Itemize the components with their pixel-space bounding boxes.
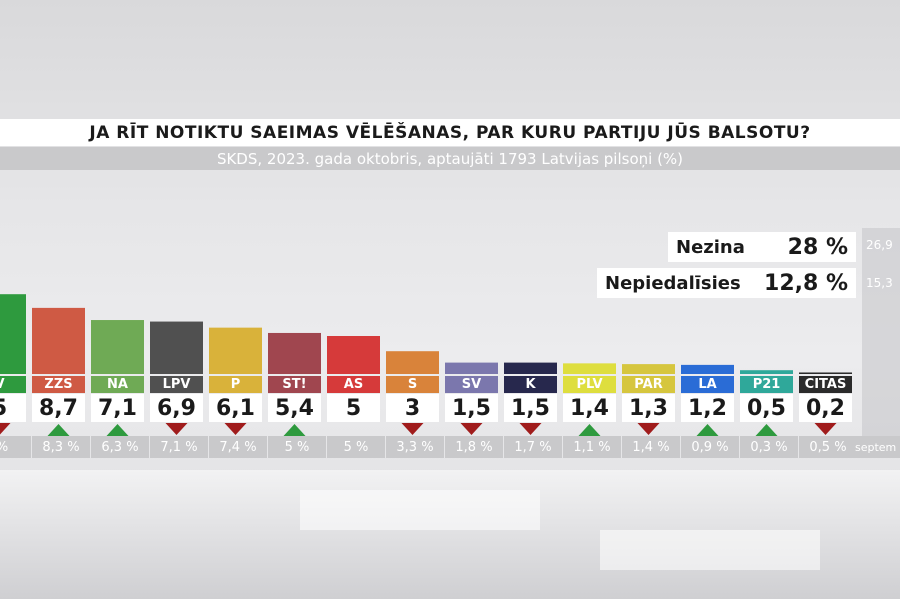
trend-up-icon	[47, 424, 70, 436]
trend-up-icon	[578, 424, 601, 436]
previous-value: 0,5 %	[799, 436, 857, 458]
bar-lpv	[150, 321, 203, 374]
previous-value: 1,7 %	[504, 436, 562, 458]
bar-zzs	[32, 307, 85, 374]
previous-period-label: septem	[852, 436, 900, 458]
bar-na	[91, 320, 144, 374]
trend-down-icon	[401, 423, 424, 435]
nezina-box: Nezina 28 %	[668, 232, 856, 262]
chart-title: JA RĪT NOTIKTU SAEIMAS VĒLĒŠANAS, PAR KU…	[89, 122, 811, 143]
nezina-label: Nezina	[676, 236, 745, 258]
bar-label: ST!	[268, 376, 321, 393]
bar-label: LPV	[150, 376, 203, 393]
bar-p21	[740, 370, 793, 374]
bar-sv	[445, 362, 498, 374]
bar-value-label: 1,4	[563, 394, 616, 422]
bar-label: LA	[681, 376, 734, 393]
side-previous-panel	[862, 228, 900, 458]
previous-value: 5 %	[327, 436, 385, 458]
bar-label: ZZS	[32, 376, 85, 393]
bar-label: SV	[445, 376, 498, 393]
bar-value-label: 8,7	[32, 394, 85, 422]
bar-value-label: 1,2	[681, 394, 734, 422]
trend-up-icon	[283, 424, 306, 436]
previous-value: 7,4 %	[209, 436, 267, 458]
bar-value-label: 5	[327, 394, 380, 422]
bar-value-label: 6,1	[209, 394, 262, 422]
bar-value-label: 5,4	[268, 394, 321, 422]
nepiedalisies-box: Nepiedalīsies 12,8 %	[597, 268, 856, 298]
title-bar: JA RĪT NOTIKTU SAEIMAS VĒLĒŠANAS, PAR KU…	[0, 119, 900, 146]
trend-down-icon	[460, 423, 483, 435]
trend-up-icon	[106, 424, 129, 436]
bar-label: V	[0, 376, 26, 393]
bar-citas	[799, 372, 852, 374]
previous-value: 8,3 %	[32, 436, 90, 458]
previous-value: 1,1 %	[563, 436, 621, 458]
trend-down-icon	[519, 423, 542, 435]
nezina-value: 28 %	[787, 234, 848, 260]
previous-value: 1,4 %	[622, 436, 680, 458]
trend-up-icon	[696, 424, 719, 436]
bar-value-label: 0,5	[740, 394, 793, 422]
bar-value-label: 7,1	[91, 394, 144, 422]
bar-value-label: 1,3	[622, 394, 675, 422]
bar-value-label: 6,9	[150, 394, 203, 422]
previous-value: 5 %	[268, 436, 326, 458]
bar-jv	[0, 294, 26, 374]
trend-down-icon	[637, 423, 660, 435]
bar-label: NA	[91, 376, 144, 393]
bar-value-label: 3	[386, 394, 439, 422]
previous-value: %	[0, 436, 31, 458]
bar-label: PLV	[563, 376, 616, 393]
floor-panel	[600, 530, 820, 570]
chart-subtitle: SKDS, 2023. gada oktobris, aptaujāti 179…	[216, 149, 684, 168]
trend-down-icon	[0, 423, 11, 435]
previous-value: 1,8 %	[445, 436, 503, 458]
bar-par	[622, 364, 675, 374]
previous-value: 0,3 %	[740, 436, 798, 458]
previous-value: 6,3 %	[91, 436, 149, 458]
bar-label: K	[504, 376, 557, 393]
bar-k	[504, 362, 557, 374]
bar-label: CITAS	[799, 376, 852, 393]
nepiedalisies-previous: 15,3	[866, 276, 893, 290]
bar-value-label: 1,5	[504, 394, 557, 422]
trend-down-icon	[224, 423, 247, 435]
bar-plv	[563, 363, 616, 374]
bar-label: AS	[327, 376, 380, 393]
previous-value: 0,9 %	[681, 436, 739, 458]
bar-as	[327, 336, 380, 374]
bar-value-label: 0,2	[799, 394, 852, 422]
nepiedalisies-value: 12,8 %	[764, 270, 848, 296]
floor-panel	[300, 490, 540, 530]
nepiedalisies-label: Nepiedalīsies	[605, 272, 741, 294]
subtitle-bar: SKDS, 2023. gada oktobris, aptaujāti 179…	[0, 147, 900, 170]
bar-value-label: 5	[0, 394, 26, 422]
bar-value-label: 1,5	[445, 394, 498, 422]
trend-up-icon	[755, 424, 778, 436]
previous-value: 7,1 %	[150, 436, 208, 458]
previous-value: 3,3 %	[386, 436, 444, 458]
bar-label: P	[209, 376, 262, 393]
bar-p	[209, 327, 262, 374]
floor-backdrop	[0, 470, 900, 599]
bar-label: PAR	[622, 376, 675, 393]
bar-la	[681, 364, 734, 374]
bar-st	[268, 332, 321, 374]
trend-down-icon	[165, 423, 188, 435]
bar-label: P21	[740, 376, 793, 393]
bar-label: S	[386, 376, 439, 393]
bar-s	[386, 351, 439, 374]
trend-down-icon	[814, 423, 837, 435]
nezina-previous: 26,9	[866, 238, 893, 252]
